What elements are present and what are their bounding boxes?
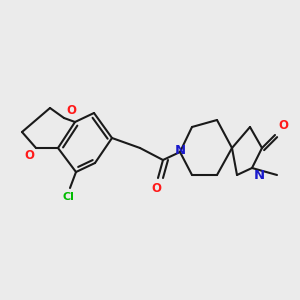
Text: N: N — [174, 145, 186, 158]
Text: O: O — [24, 149, 34, 162]
Text: Cl: Cl — [62, 192, 74, 202]
Text: O: O — [278, 119, 288, 132]
Text: O: O — [66, 104, 76, 117]
Text: N: N — [254, 169, 265, 182]
Text: O: O — [151, 182, 161, 195]
